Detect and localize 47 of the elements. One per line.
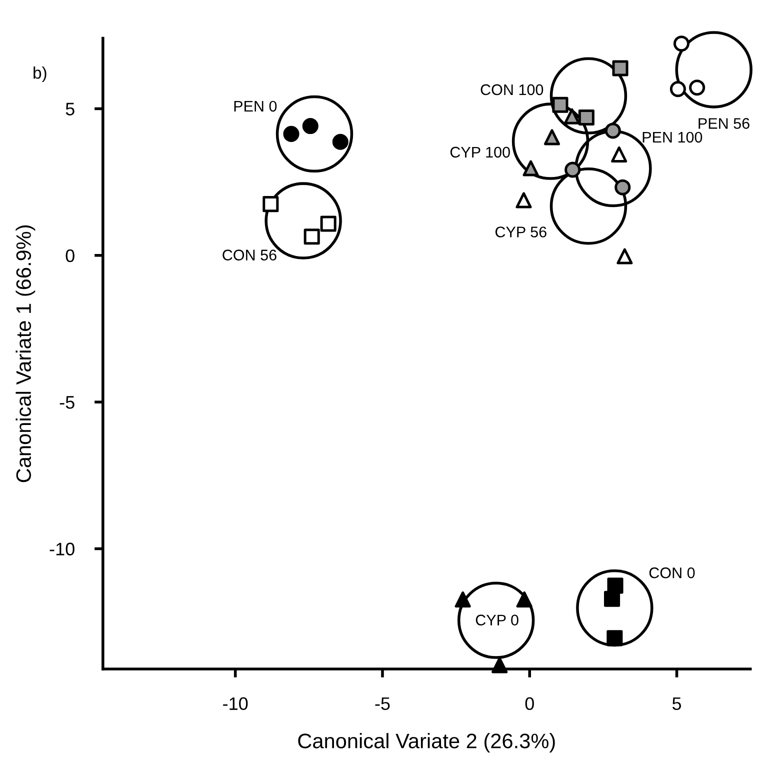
point <box>578 110 594 126</box>
x-tick-label: 0 <box>525 697 534 710</box>
point <box>614 179 631 196</box>
point <box>689 80 706 96</box>
x-tick-label: 5 <box>672 697 682 710</box>
point <box>283 126 300 142</box>
x-tick-label: -5 <box>375 697 390 710</box>
point <box>522 160 539 176</box>
point <box>611 146 628 162</box>
y-tick-label: 0 <box>66 249 74 262</box>
point <box>492 657 508 674</box>
series-label: CON 56 <box>222 250 276 260</box>
point <box>552 96 568 113</box>
point <box>670 81 686 98</box>
point <box>302 118 318 134</box>
point <box>516 591 532 608</box>
y-tick-label: -5 <box>60 396 74 409</box>
point <box>604 122 621 139</box>
point <box>516 192 532 208</box>
point <box>564 162 581 178</box>
point <box>304 228 320 245</box>
series-label: PEN 100 <box>642 132 702 143</box>
text: b) <box>34 66 46 82</box>
point <box>332 134 348 150</box>
x-tick-label: -10 <box>223 697 248 710</box>
series-label: PEN 56 <box>698 118 750 129</box>
point <box>544 129 560 146</box>
point <box>612 60 628 76</box>
point <box>454 591 471 608</box>
y-tick-label: 5 <box>66 102 74 116</box>
point <box>262 196 279 212</box>
series-label: CYP 0 <box>476 614 518 626</box>
point <box>320 216 336 232</box>
point <box>673 36 690 52</box>
point <box>564 108 580 124</box>
series-label: CON 0 <box>649 567 695 578</box>
series-label: CYP 100 <box>450 146 510 158</box>
series-label: CYP 56 <box>495 226 546 238</box>
series-label: PEN 0 <box>234 100 277 112</box>
point <box>607 578 624 594</box>
y-axis-title: Canonical Variate 1 (66.9%) <box>16 225 36 482</box>
x-axis-title: Canonical Variate 2 (26.3%) <box>298 733 555 752</box>
y-tick-label: -10 <box>50 542 74 556</box>
series-label: CON 100 <box>480 84 544 96</box>
point <box>604 590 620 607</box>
point <box>606 630 623 646</box>
point <box>616 248 633 264</box>
